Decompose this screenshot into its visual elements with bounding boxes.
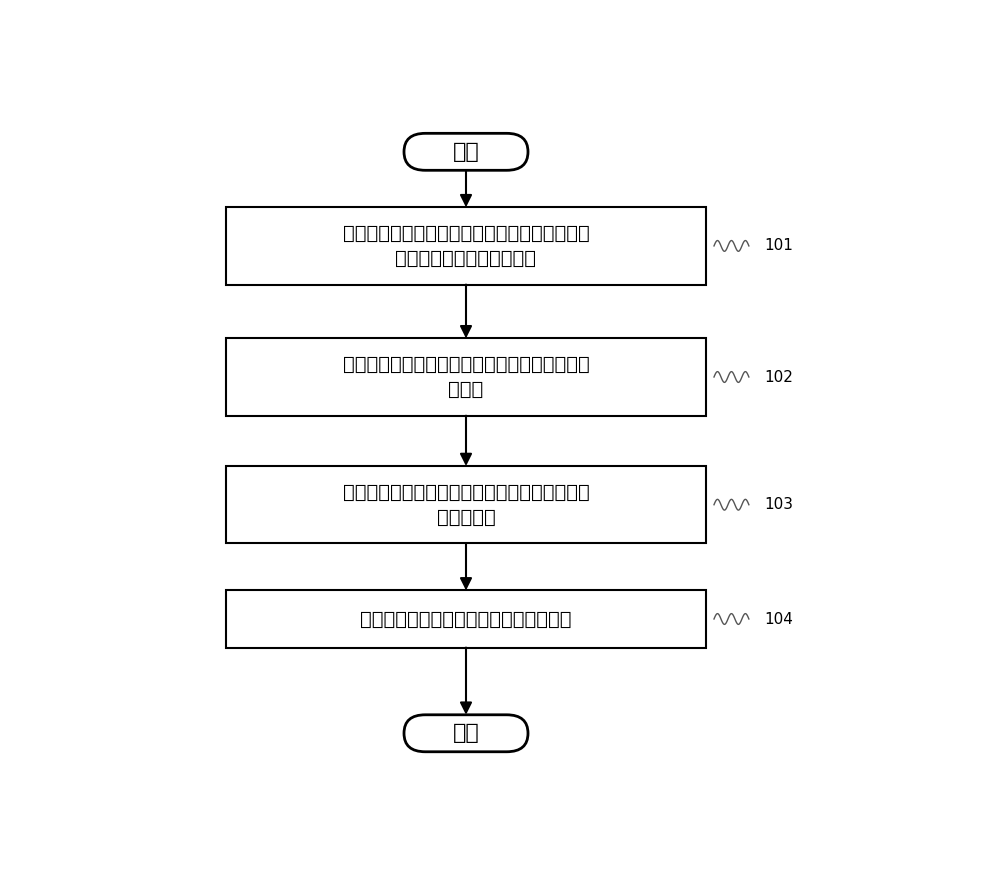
FancyBboxPatch shape [226, 207, 706, 285]
FancyBboxPatch shape [404, 715, 528, 752]
FancyBboxPatch shape [226, 590, 706, 648]
Text: 103: 103 [764, 498, 793, 512]
FancyBboxPatch shape [226, 339, 706, 416]
Text: 开始: 开始 [453, 141, 479, 162]
Text: 结束: 结束 [453, 723, 479, 743]
Text: 104: 104 [764, 611, 793, 627]
FancyBboxPatch shape [226, 466, 706, 543]
Text: 101: 101 [764, 238, 793, 253]
FancyBboxPatch shape [404, 134, 528, 170]
Text: 根据所述电磁环境预测矩阵和作战设备的需求频
谱规划频谱: 根据所述电磁环境预测矩阵和作战设备的需求频 谱规划频谱 [343, 483, 589, 526]
Text: 根据实际战场上的频谱占用情况和频谱干扰情况
获得实际战场电磁环境矩阵: 根据实际战场上的频谱占用情况和频谱干扰情况 获得实际战场电磁环境矩阵 [343, 223, 589, 268]
Text: 102: 102 [764, 369, 793, 384]
Text: 根据所述实际战场电磁环境矩阵生成电磁环境预
测矩阵: 根据所述实际战场电磁环境矩阵生成电磁环境预 测矩阵 [343, 355, 589, 399]
Text: 根据规划后的频谱按照预设周期切换频谱: 根据规划后的频谱按照预设周期切换频谱 [360, 609, 572, 629]
